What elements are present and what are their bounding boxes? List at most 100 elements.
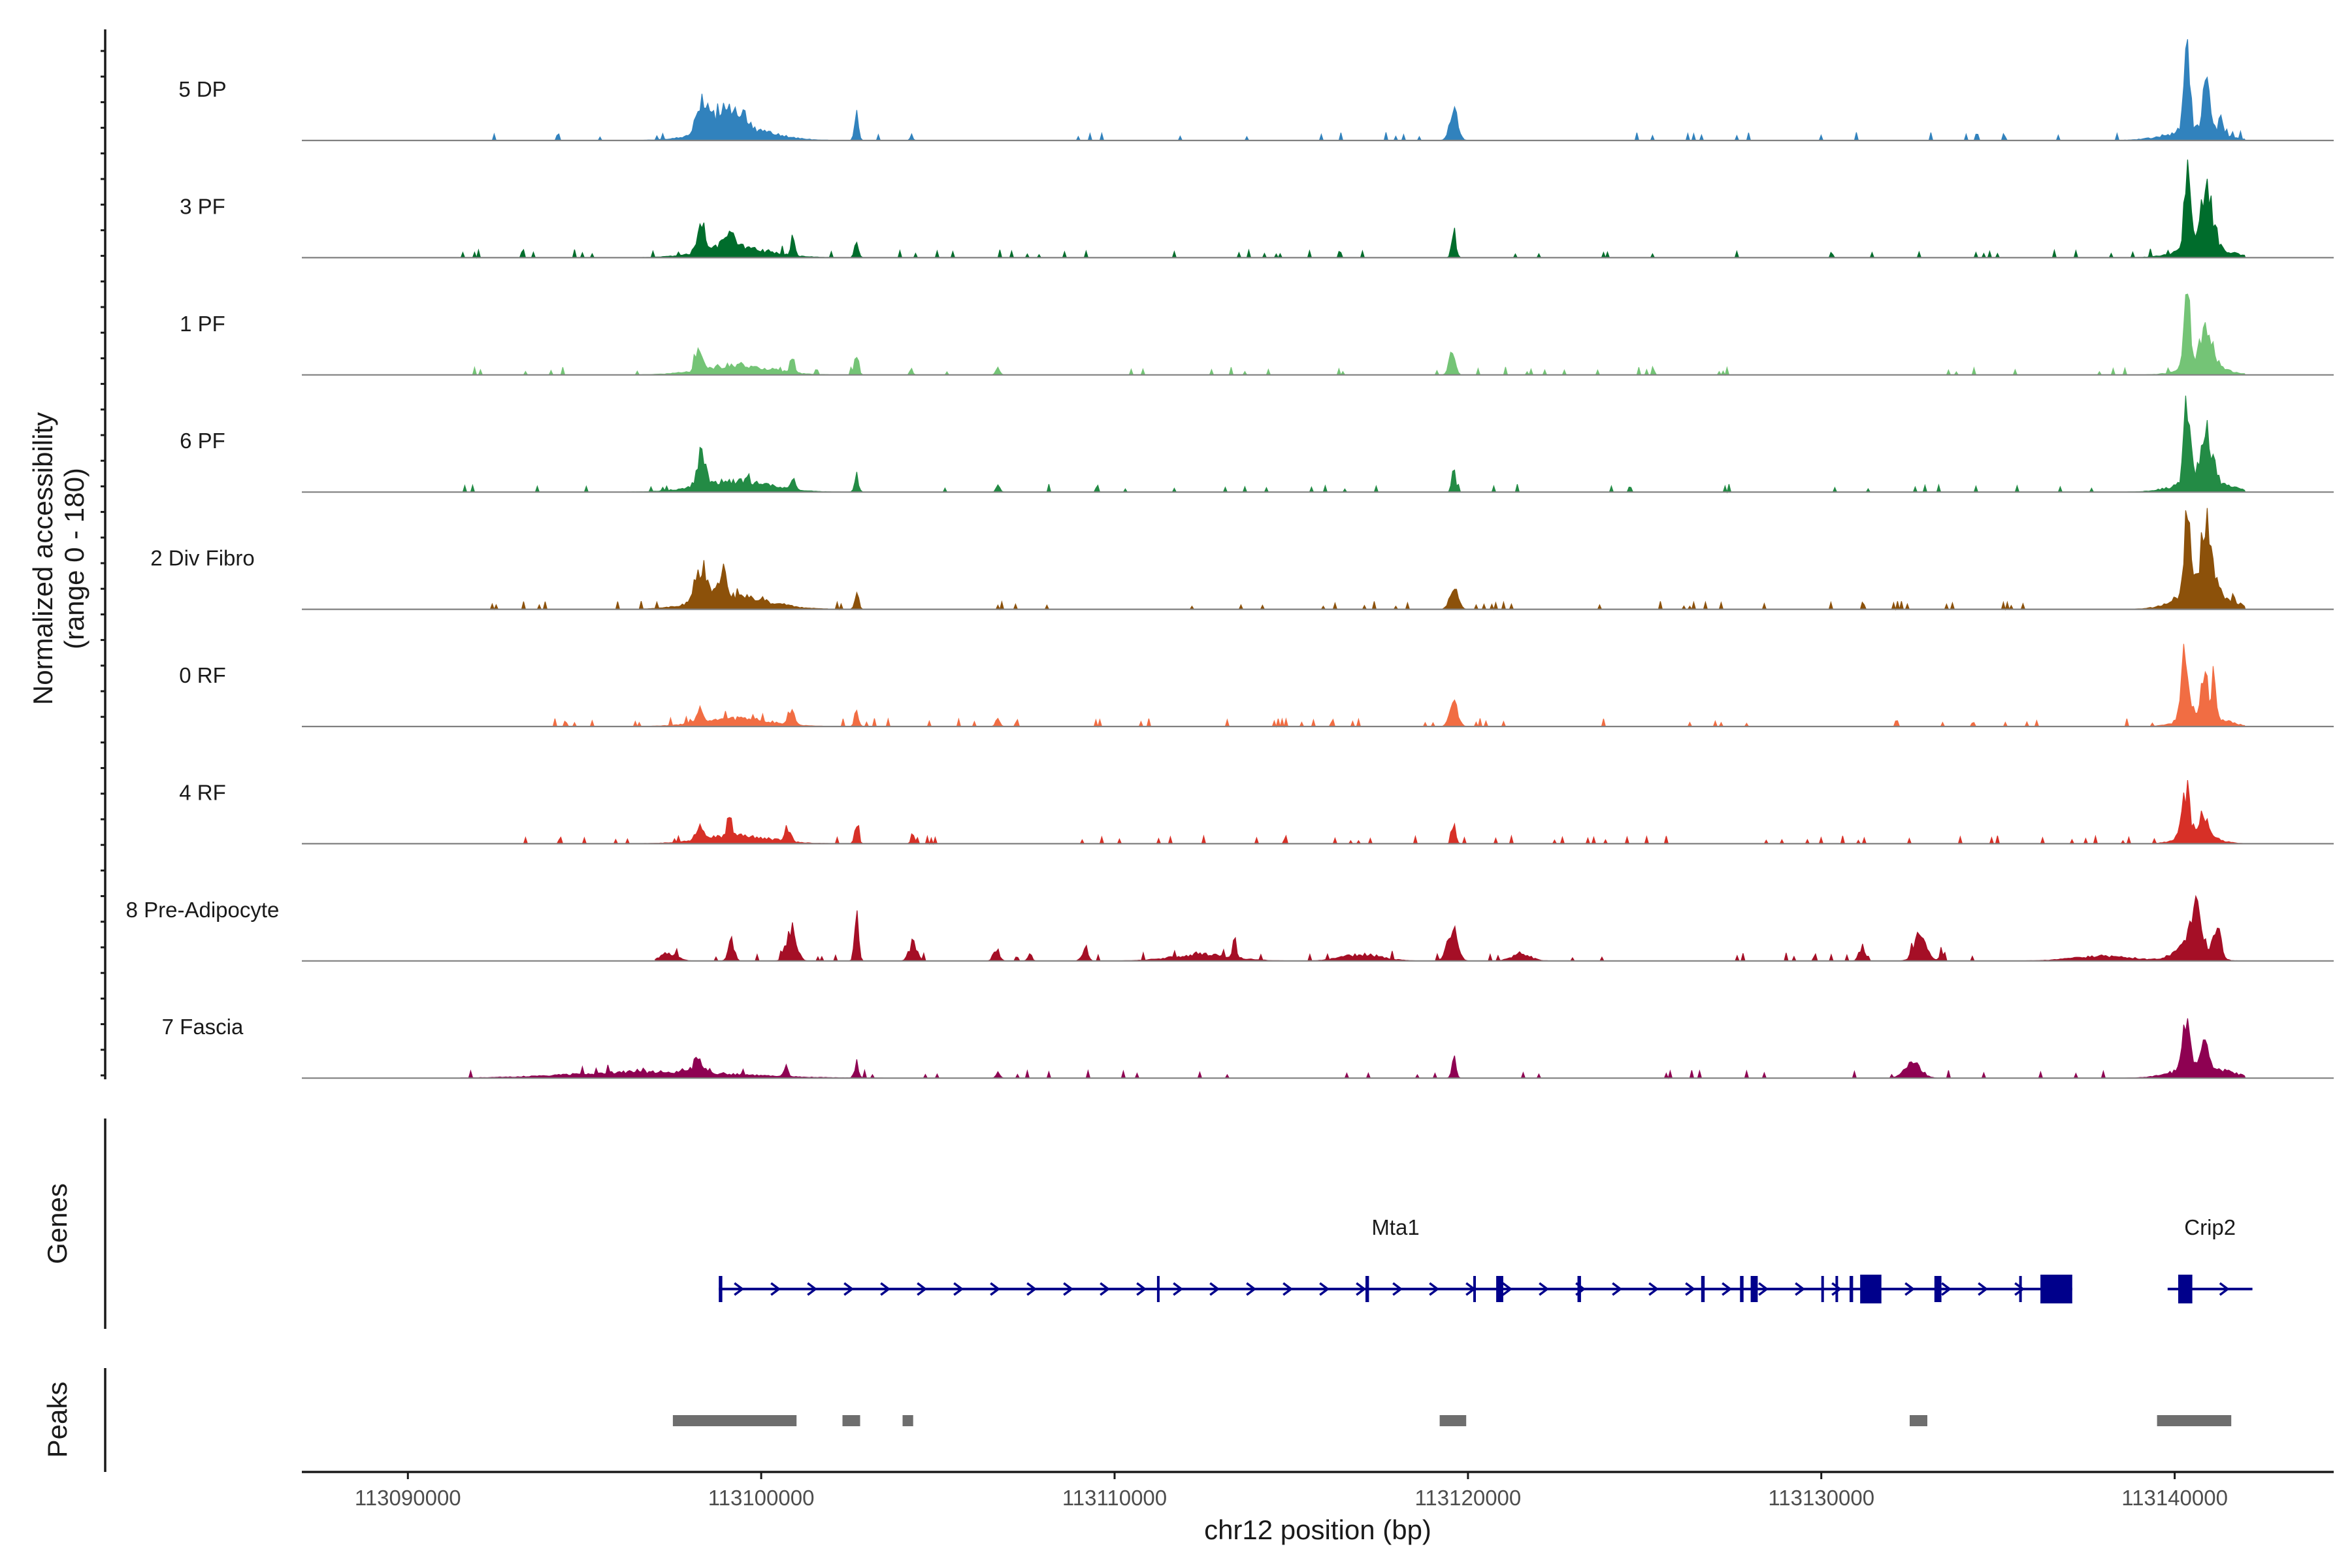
exon bbox=[1821, 1276, 1824, 1302]
strand-arrow bbox=[990, 1282, 1001, 1296]
x-tick-label: 113090000 bbox=[355, 1486, 461, 1510]
x-axis-title: chr12 position (bp) bbox=[1204, 1514, 1431, 1545]
strand-arrow bbox=[1173, 1282, 1184, 1296]
track-label-3-pf: 3 PF bbox=[180, 194, 225, 218]
exon bbox=[1750, 1276, 1758, 1302]
gene-label-crip2: Crip2 bbox=[2184, 1215, 2236, 1239]
x-tick-label: 113130000 bbox=[1768, 1486, 1874, 1510]
gene-crip2: Crip2 bbox=[2167, 1215, 2253, 1303]
strand-arrow bbox=[1063, 1282, 1074, 1296]
strand-arrow bbox=[1941, 1282, 1952, 1296]
peaks-track bbox=[672, 1415, 2232, 1426]
exon bbox=[1701, 1276, 1705, 1302]
x-tick-label: 113140000 bbox=[2121, 1486, 2228, 1510]
track-0-rf: 0 RF bbox=[179, 644, 2334, 728]
coverage-area-8-pre-adipocyte bbox=[655, 894, 2246, 962]
coverage-area-6-pf bbox=[461, 395, 2246, 494]
exon bbox=[719, 1276, 723, 1302]
track-label-0-rf: 0 RF bbox=[179, 663, 226, 687]
genes-track: Mta1 Crip2 bbox=[719, 1215, 2253, 1303]
exon bbox=[1850, 1276, 1854, 1302]
strand-arrow bbox=[1282, 1282, 1294, 1296]
exon bbox=[1860, 1275, 1882, 1303]
track-1-pf: 1 PF bbox=[180, 293, 2334, 376]
strand-arrow bbox=[1136, 1282, 1147, 1296]
coverage-area-0-rf bbox=[461, 644, 2247, 728]
strand-arrow bbox=[843, 1282, 855, 1296]
accessibility-tracks: 5 DP 3 PF 1 PF 6 PF 2 Div Fibro 0 RF 4 RF 8 Pre… bbox=[126, 39, 2334, 1080]
track-4-rf: 4 RF bbox=[179, 780, 2334, 845]
track-6-pf: 6 PF bbox=[180, 395, 2334, 494]
track-label-5-dp: 5 DP bbox=[178, 77, 226, 101]
coverage-area-7-fascia bbox=[460, 1018, 2246, 1080]
track-7-fascia: 7 Fascia bbox=[162, 1015, 2334, 1080]
exon bbox=[1740, 1276, 1744, 1302]
coverage-area-4-rf bbox=[461, 780, 2246, 845]
exon bbox=[2019, 1276, 2022, 1302]
gene-label-mta1: Mta1 bbox=[1371, 1215, 1419, 1239]
strand-arrow bbox=[1100, 1282, 1111, 1296]
coverage-area-2-div-fibro bbox=[461, 508, 2246, 611]
track-label-7-fascia: 7 Fascia bbox=[162, 1015, 244, 1039]
track-label-8-pre-adipocyte: 8 Pre-Adipocyte bbox=[126, 898, 280, 922]
coverage-area-5-dp bbox=[461, 39, 2246, 141]
exon bbox=[1577, 1276, 1581, 1302]
exon bbox=[2040, 1275, 2072, 1303]
exon bbox=[1835, 1276, 1838, 1302]
track-2-div-fibro: 2 Div Fibro bbox=[150, 508, 2334, 611]
strand-arrow bbox=[1722, 1282, 1733, 1296]
coverage-y-axis-title-line2: (range 0 - 180) bbox=[59, 468, 90, 649]
strand-arrow bbox=[1758, 1282, 1769, 1296]
track-label-1-pf: 1 PF bbox=[180, 312, 225, 336]
peaks-panel-title: Peaks bbox=[42, 1382, 73, 1458]
strand-arrow bbox=[807, 1282, 818, 1296]
strand-arrow bbox=[1612, 1282, 1623, 1296]
strand-arrow bbox=[953, 1282, 964, 1296]
track-5-dp: 5 DP bbox=[178, 39, 2334, 142]
exon bbox=[1934, 1276, 1942, 1302]
strand-arrow bbox=[1978, 1282, 1989, 1296]
exon bbox=[2178, 1275, 2193, 1303]
peak-interval bbox=[672, 1415, 797, 1426]
peak-interval bbox=[842, 1415, 860, 1426]
track-3-pf: 3 PF bbox=[180, 159, 2334, 259]
peak-interval bbox=[902, 1415, 913, 1426]
coverage-y-axis-ticks bbox=[101, 50, 105, 1077]
exon bbox=[1156, 1276, 1160, 1302]
strand-arrow bbox=[1356, 1282, 1367, 1296]
strand-arrow bbox=[1685, 1282, 1696, 1296]
peak-interval bbox=[1439, 1415, 1467, 1426]
strand-arrow bbox=[1319, 1282, 1330, 1296]
exon bbox=[1365, 1276, 1369, 1302]
track-label-4-rf: 4 RF bbox=[179, 780, 226, 804]
strand-arrow bbox=[1795, 1282, 1806, 1296]
strand-arrow bbox=[2014, 1282, 2025, 1296]
strand-arrow bbox=[2219, 1282, 2230, 1296]
strand-arrow bbox=[1648, 1282, 1659, 1296]
genes-panel-title: Genes bbox=[42, 1183, 73, 1264]
coverage-area-1-pf bbox=[461, 293, 2246, 376]
strand-arrow bbox=[1209, 1282, 1220, 1296]
gene-mta1: Mta1 bbox=[719, 1215, 2072, 1303]
track-label-2-div-fibro: 2 Div Fibro bbox=[150, 546, 255, 570]
exon bbox=[1473, 1276, 1476, 1302]
strand-arrow bbox=[770, 1282, 781, 1296]
strand-arrow bbox=[1904, 1282, 1916, 1296]
coverage-area-3-pf bbox=[460, 159, 2246, 259]
strand-arrow bbox=[1831, 1282, 1842, 1296]
strand-arrow bbox=[880, 1282, 891, 1296]
strand-arrow bbox=[1392, 1282, 1403, 1296]
strand-arrow bbox=[1026, 1282, 1037, 1296]
coverage-y-axis-title-line1: Normalized accessibility bbox=[27, 412, 58, 705]
x-tick-label: 113100000 bbox=[708, 1486, 815, 1510]
peak-interval bbox=[1910, 1415, 1927, 1426]
x-tick-label: 113120000 bbox=[1415, 1486, 1522, 1510]
strand-arrow bbox=[1429, 1282, 1440, 1296]
strand-arrow bbox=[1246, 1282, 1257, 1296]
x-tick-label: 113110000 bbox=[1062, 1486, 1167, 1510]
track-label-6-pf: 6 PF bbox=[180, 429, 225, 453]
exon bbox=[1496, 1276, 1503, 1302]
track-8-pre-adipocyte: 8 Pre-Adipocyte bbox=[126, 894, 2334, 962]
strand-arrow bbox=[917, 1282, 928, 1296]
